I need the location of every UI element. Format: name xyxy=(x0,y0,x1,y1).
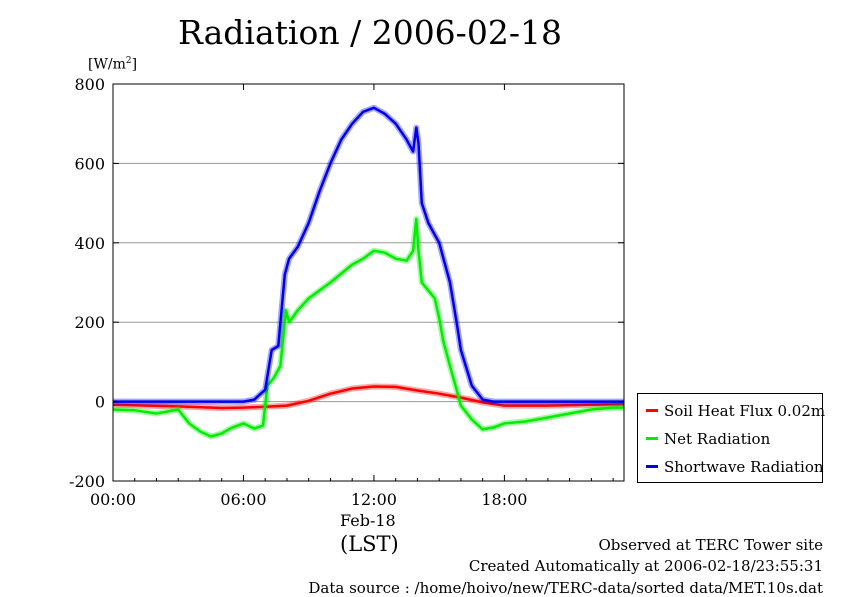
y-tick-label: 0 xyxy=(95,393,105,412)
legend-swatch-blue xyxy=(646,464,658,468)
footer-created: Created Automatically at 2006-02-18/23:5… xyxy=(468,557,823,575)
x-tick-label: 18:00 xyxy=(481,490,527,509)
series-line-0 xyxy=(112,385,625,410)
x-axis-ticks: 00:00 06:00 12:00 18:00 xyxy=(90,84,614,509)
x-tick-label: 00:00 xyxy=(90,490,136,509)
y-tick-label: 600 xyxy=(74,154,105,173)
legend-swatch-red xyxy=(646,408,658,412)
y-unit-base: [W/m xyxy=(88,56,126,73)
y-tick-label: -200 xyxy=(69,472,105,491)
legend-label: Net Radiation xyxy=(664,430,771,448)
x-tick-label: 06:00 xyxy=(220,490,266,509)
legend: Soil Heat Flux 0.02m Net Radiation Short… xyxy=(637,393,825,483)
footer-source: Data source : /home/hoivo/new/TERC-data/… xyxy=(308,579,823,597)
series-lines xyxy=(112,104,625,440)
x-tick-label: 12:00 xyxy=(351,490,397,509)
legend-item-soil-heat-flux: Soil Heat Flux 0.02m xyxy=(646,402,825,420)
legend-item-net-radiation: Net Radiation xyxy=(646,430,770,448)
legend-label: Shortwave Radiation xyxy=(664,458,824,476)
chart-title: Radiation / 2006-02-18 xyxy=(178,13,562,52)
y-unit-sup: 2 xyxy=(125,56,132,66)
legend-item-shortwave-radiation: Shortwave Radiation xyxy=(646,458,824,476)
series-line-2 xyxy=(113,106,624,403)
legend-label: Soil Heat Flux 0.02m xyxy=(664,402,826,420)
y-axis-unit: [W/m2] xyxy=(88,56,137,73)
y-unit-close: ] xyxy=(131,56,138,73)
y-tick-label: 400 xyxy=(74,234,105,253)
series-line-1 xyxy=(112,217,624,438)
gridlines xyxy=(113,162,624,403)
x-axis-label: (LST) xyxy=(340,532,399,556)
y-tick-label: 800 xyxy=(74,75,105,94)
footer-observed: Observed at TERC Tower site xyxy=(598,536,823,554)
legend-swatch-green xyxy=(646,436,658,440)
y-axis-ticks: 800 600 400 200 0 -200 xyxy=(69,75,624,491)
y-tick-label: 200 xyxy=(74,313,105,332)
plot-frame xyxy=(112,83,625,482)
x-date-label: Feb-18 xyxy=(340,511,396,530)
